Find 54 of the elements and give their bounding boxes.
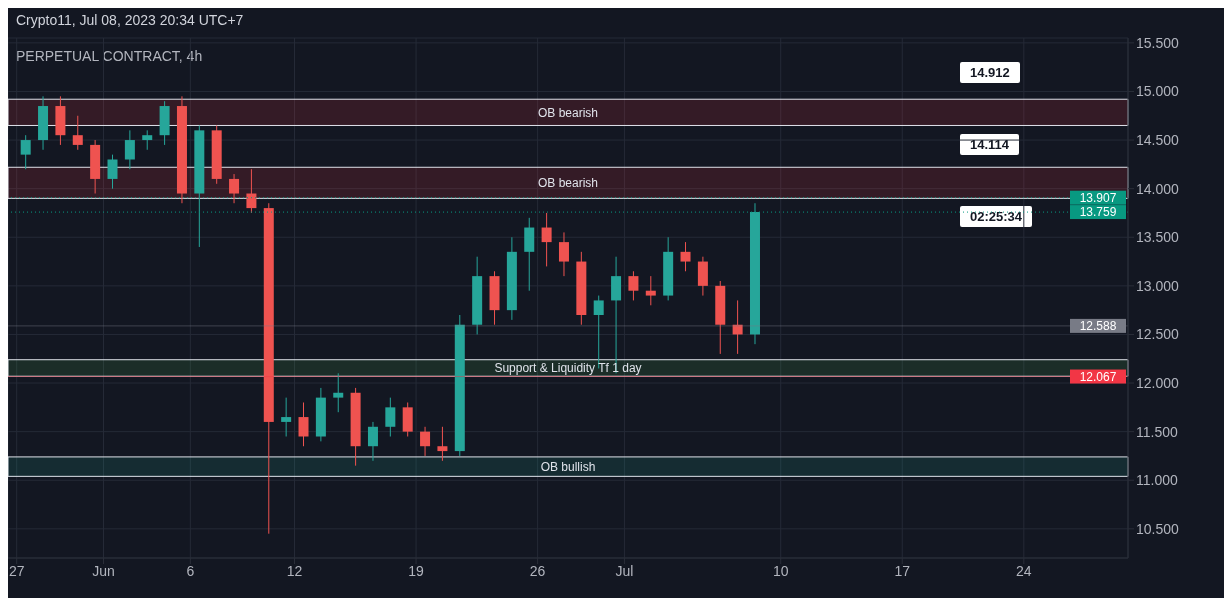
candlestick — [732, 299, 743, 355]
candlestick — [298, 401, 309, 447]
candlestick — [420, 426, 431, 457]
x-tick-label: 26 — [529, 562, 546, 579]
annotation: 14.912 — [958, 60, 1022, 85]
candlestick — [281, 397, 292, 437]
candlestick — [229, 173, 240, 204]
x-tick-label: 27 — [8, 562, 25, 579]
candlestick — [107, 154, 118, 190]
candlestick — [558, 231, 569, 277]
candlestick — [333, 372, 344, 413]
candlestick — [541, 212, 552, 267]
y-tick-label: 11.500 — [1136, 423, 1178, 440]
y-tick-label: 12.500 — [1136, 326, 1180, 343]
band-label: OB bearish — [537, 105, 599, 120]
band-label: OB bearish — [537, 176, 599, 191]
y-tick-label: 10.500 — [1136, 520, 1180, 537]
x-tick-label: 10 — [772, 562, 789, 579]
y-tick-label: 14.000 — [1136, 180, 1180, 197]
y-tick-label: 14.500 — [1136, 132, 1180, 149]
x-tick-label: Jul — [615, 562, 634, 579]
y-tick-label: 13.000 — [1136, 277, 1180, 294]
x-tick-label: 19 — [408, 562, 425, 579]
candlestick — [72, 115, 83, 151]
y-tick-label: 15.000 — [1136, 83, 1180, 100]
candlestick — [367, 421, 378, 462]
ref-line-label: 13.759 — [1079, 205, 1117, 220]
candlestick — [124, 129, 135, 170]
candlestick — [645, 275, 656, 306]
x-tick-label: 12 — [286, 562, 303, 579]
candlestick — [142, 129, 153, 151]
y-tick-label: 15.500 — [1136, 34, 1180, 51]
candlestick — [437, 426, 448, 462]
ref-line-label: 12.067 — [1079, 369, 1117, 384]
y-tick-label: 12.000 — [1136, 375, 1180, 392]
annotation: 14.114 — [958, 132, 1022, 157]
y-tick-label: 13.500 — [1136, 229, 1180, 246]
band-label: OB bullish — [540, 459, 596, 474]
x-tick-label: Jun — [92, 562, 115, 579]
x-tick-label: 17 — [894, 562, 911, 579]
band-label: Support & Liquidity Tf 1 day — [494, 361, 642, 376]
text: PERPETUAL CONTRACT, 4h — [16, 48, 203, 64]
x-tick-label: 24 — [1016, 562, 1032, 579]
candlestick — [20, 134, 31, 170]
chart-subtitle: Crypto11, Jul 08, 2023 20:34 UTC+7 — [16, 12, 244, 28]
x-tick-label: 6 — [186, 562, 195, 579]
candlestick — [680, 241, 691, 272]
candlestick — [246, 168, 257, 214]
ref-line-label: 13.907 — [1079, 190, 1117, 205]
annotation: 02:25:34 — [958, 204, 1035, 229]
candlestick — [385, 397, 396, 437]
ref-line-label: 12.588 — [1079, 318, 1117, 333]
y-tick-label: 11.000 — [1136, 472, 1178, 489]
candlestick — [628, 270, 639, 301]
